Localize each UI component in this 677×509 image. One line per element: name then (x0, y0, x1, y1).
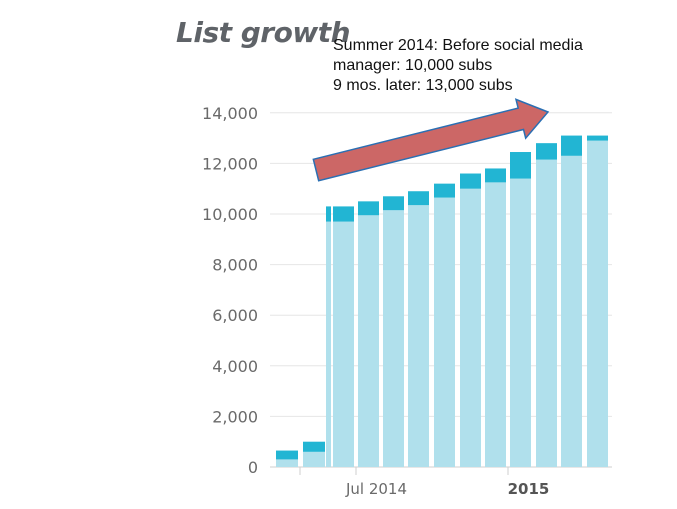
bar-base (276, 459, 298, 467)
bar-increment (485, 168, 506, 183)
bar-increment (333, 206, 354, 222)
bar-base (536, 159, 557, 468)
bar-increment (408, 191, 429, 206)
y-tick-label: 2,000 (212, 407, 258, 426)
bar-increment (326, 206, 331, 222)
bar-base (434, 197, 455, 467)
bar-base (358, 215, 379, 467)
bar-increment (276, 450, 298, 460)
bar-increment (434, 183, 455, 198)
trend-arrow (312, 98, 550, 182)
y-tick-label: 6,000 (212, 306, 258, 325)
bar-increment (383, 196, 404, 211)
y-tick-label: 10,000 (202, 205, 258, 224)
growth-annotation: Summer 2014: Before social media manager… (333, 36, 583, 96)
x-tick-label: 2015 (508, 480, 550, 498)
chart-title: List growth (176, 16, 351, 49)
bar-base (485, 182, 506, 467)
y-tick-label: 8,000 (212, 256, 258, 275)
bar-increment (460, 173, 481, 189)
bar-base (303, 451, 325, 467)
bar-base (510, 178, 531, 467)
annotation-line-1: Summer 2014: Before social media (333, 37, 583, 54)
trend-arrow-shape (312, 98, 550, 182)
annotation-line-3: 9 mos. later: 13,000 subs (333, 77, 513, 94)
bar-base (561, 155, 582, 467)
y-tick-label: 4,000 (212, 357, 258, 376)
bar-base (383, 210, 404, 467)
bar-base (460, 188, 481, 467)
bar-base (408, 205, 429, 467)
bar-base (333, 221, 354, 467)
bar-increment (536, 143, 557, 160)
y-tick-label: 14,000 (202, 104, 258, 123)
x-tick-label: Jul 2014 (345, 480, 407, 498)
bar-increment (358, 201, 379, 216)
y-tick-label: 12,000 (202, 154, 258, 173)
bar-increment (510, 152, 531, 179)
annotation-line-2: manager: 10,000 subs (333, 57, 493, 74)
bar-base (587, 140, 608, 467)
bar-increment (303, 441, 325, 452)
y-tick-label: 0 (248, 458, 258, 477)
bar-increment (587, 135, 608, 141)
bar-base (326, 221, 331, 467)
bar-increment (561, 135, 582, 156)
